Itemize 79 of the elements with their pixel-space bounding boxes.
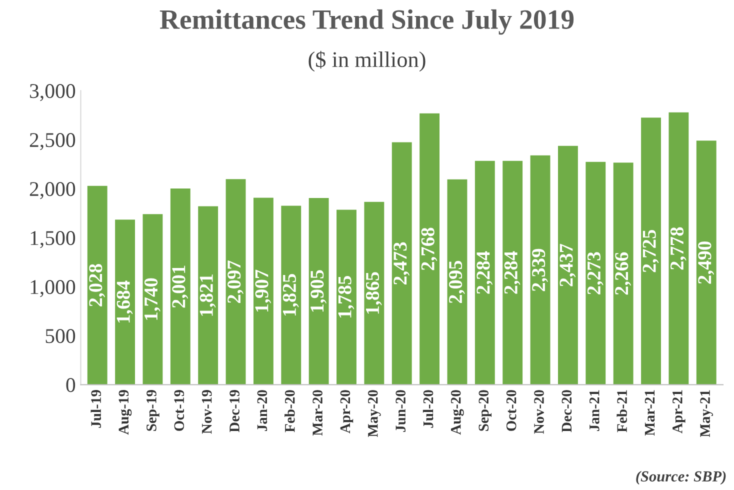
data-label: 2,095	[448, 260, 465, 304]
data-label: 2,778	[670, 227, 686, 270]
data-label: 2,284	[476, 251, 493, 294]
bar	[198, 206, 218, 385]
x-tick-label: Feb-20	[284, 390, 295, 432]
bar	[364, 202, 384, 385]
data-label: 2,437	[560, 244, 576, 286]
x-tick-label: Feb-21	[616, 390, 627, 432]
data-label: 1,825	[282, 274, 299, 316]
bar	[253, 198, 274, 385]
x-tick-label: Jan-21	[589, 390, 600, 431]
data-label: 2,001	[172, 266, 188, 308]
x-tick-label: Dec-20	[562, 390, 572, 432]
y-tick-label: 2,500	[30, 133, 76, 150]
x-tick-label: Oct-20	[506, 390, 516, 431]
x-tick-label: Dec-19	[230, 390, 240, 432]
y-tick-label: 1,500	[30, 231, 76, 248]
x-tick-label: Nov-19	[202, 390, 212, 434]
bar	[142, 214, 163, 385]
bar	[558, 146, 578, 385]
data-label: 2,490	[698, 242, 714, 284]
x-tick-label: Oct-19	[174, 390, 184, 431]
bar	[530, 155, 550, 385]
bar	[420, 113, 440, 385]
bar	[586, 162, 606, 385]
bar	[170, 188, 190, 385]
data-label: 2,339	[532, 248, 548, 292]
x-tick-label: Mar-21	[644, 390, 655, 436]
x-tick-label: Nov-20	[534, 390, 544, 434]
x-tick-label: Mar-20	[312, 390, 322, 436]
bar	[668, 112, 689, 385]
bar	[447, 179, 468, 385]
data-label: 1,865	[366, 272, 382, 314]
chart-title: Remittances Trend Since July 2019	[160, 9, 574, 35]
x-tick-label: Jan-20	[257, 390, 268, 431]
bar	[696, 140, 716, 385]
data-label: 1,785	[338, 276, 354, 318]
data-label: 1,684	[116, 280, 133, 322]
bar	[474, 160, 495, 385]
bar	[392, 142, 412, 385]
data-label: 2,097	[228, 260, 244, 303]
data-label: 2,473	[394, 242, 410, 285]
data-label: 2,725	[642, 230, 659, 272]
bar	[308, 198, 329, 385]
bar	[336, 210, 356, 385]
x-tick-label: Jul-19	[90, 390, 102, 428]
y-tick-label: 2,000	[30, 182, 76, 200]
x-tick-label: Jun-20	[396, 390, 406, 432]
x-tick-label: Apr-20	[340, 390, 354, 434]
data-label: 2,768	[421, 228, 438, 270]
data-label: 2,266	[615, 252, 632, 295]
y-tick-label: 500	[46, 329, 76, 344]
data-label: 1,905	[310, 270, 326, 312]
y-tick-label: 3,000	[30, 84, 76, 102]
bar	[87, 186, 108, 385]
bar	[115, 220, 135, 385]
x-tick-label: Sep-19	[146, 390, 160, 431]
bar	[613, 162, 634, 385]
data-label: 2,273	[587, 252, 604, 294]
bar	[226, 179, 246, 385]
text: (Source: SBP)	[636, 470, 726, 485]
x-tick-label: Aug-19	[118, 390, 132, 435]
data-label: 1,821	[200, 274, 216, 316]
bar	[641, 118, 661, 385]
x-tick-label: May-21	[700, 390, 713, 438]
x-tick-label: Apr-21	[672, 390, 686, 434]
data-label: 1,740	[144, 278, 160, 320]
x-tick-label: May-20	[368, 390, 381, 438]
x-tick-label: Jul-20	[422, 390, 434, 428]
x-tick-label: Sep-20	[478, 390, 492, 431]
y-tick-label: 1,000	[30, 280, 76, 298]
data-label: 2,028	[89, 264, 106, 306]
bar	[502, 160, 523, 385]
data-label: 2,284	[504, 251, 520, 294]
bar	[281, 206, 302, 385]
data-label: 1,907	[255, 270, 272, 312]
y-tick-label: 0	[66, 378, 76, 392]
chart-subtitle: ($ in million)	[308, 50, 426, 72]
x-tick-label: Aug-20	[450, 390, 464, 435]
